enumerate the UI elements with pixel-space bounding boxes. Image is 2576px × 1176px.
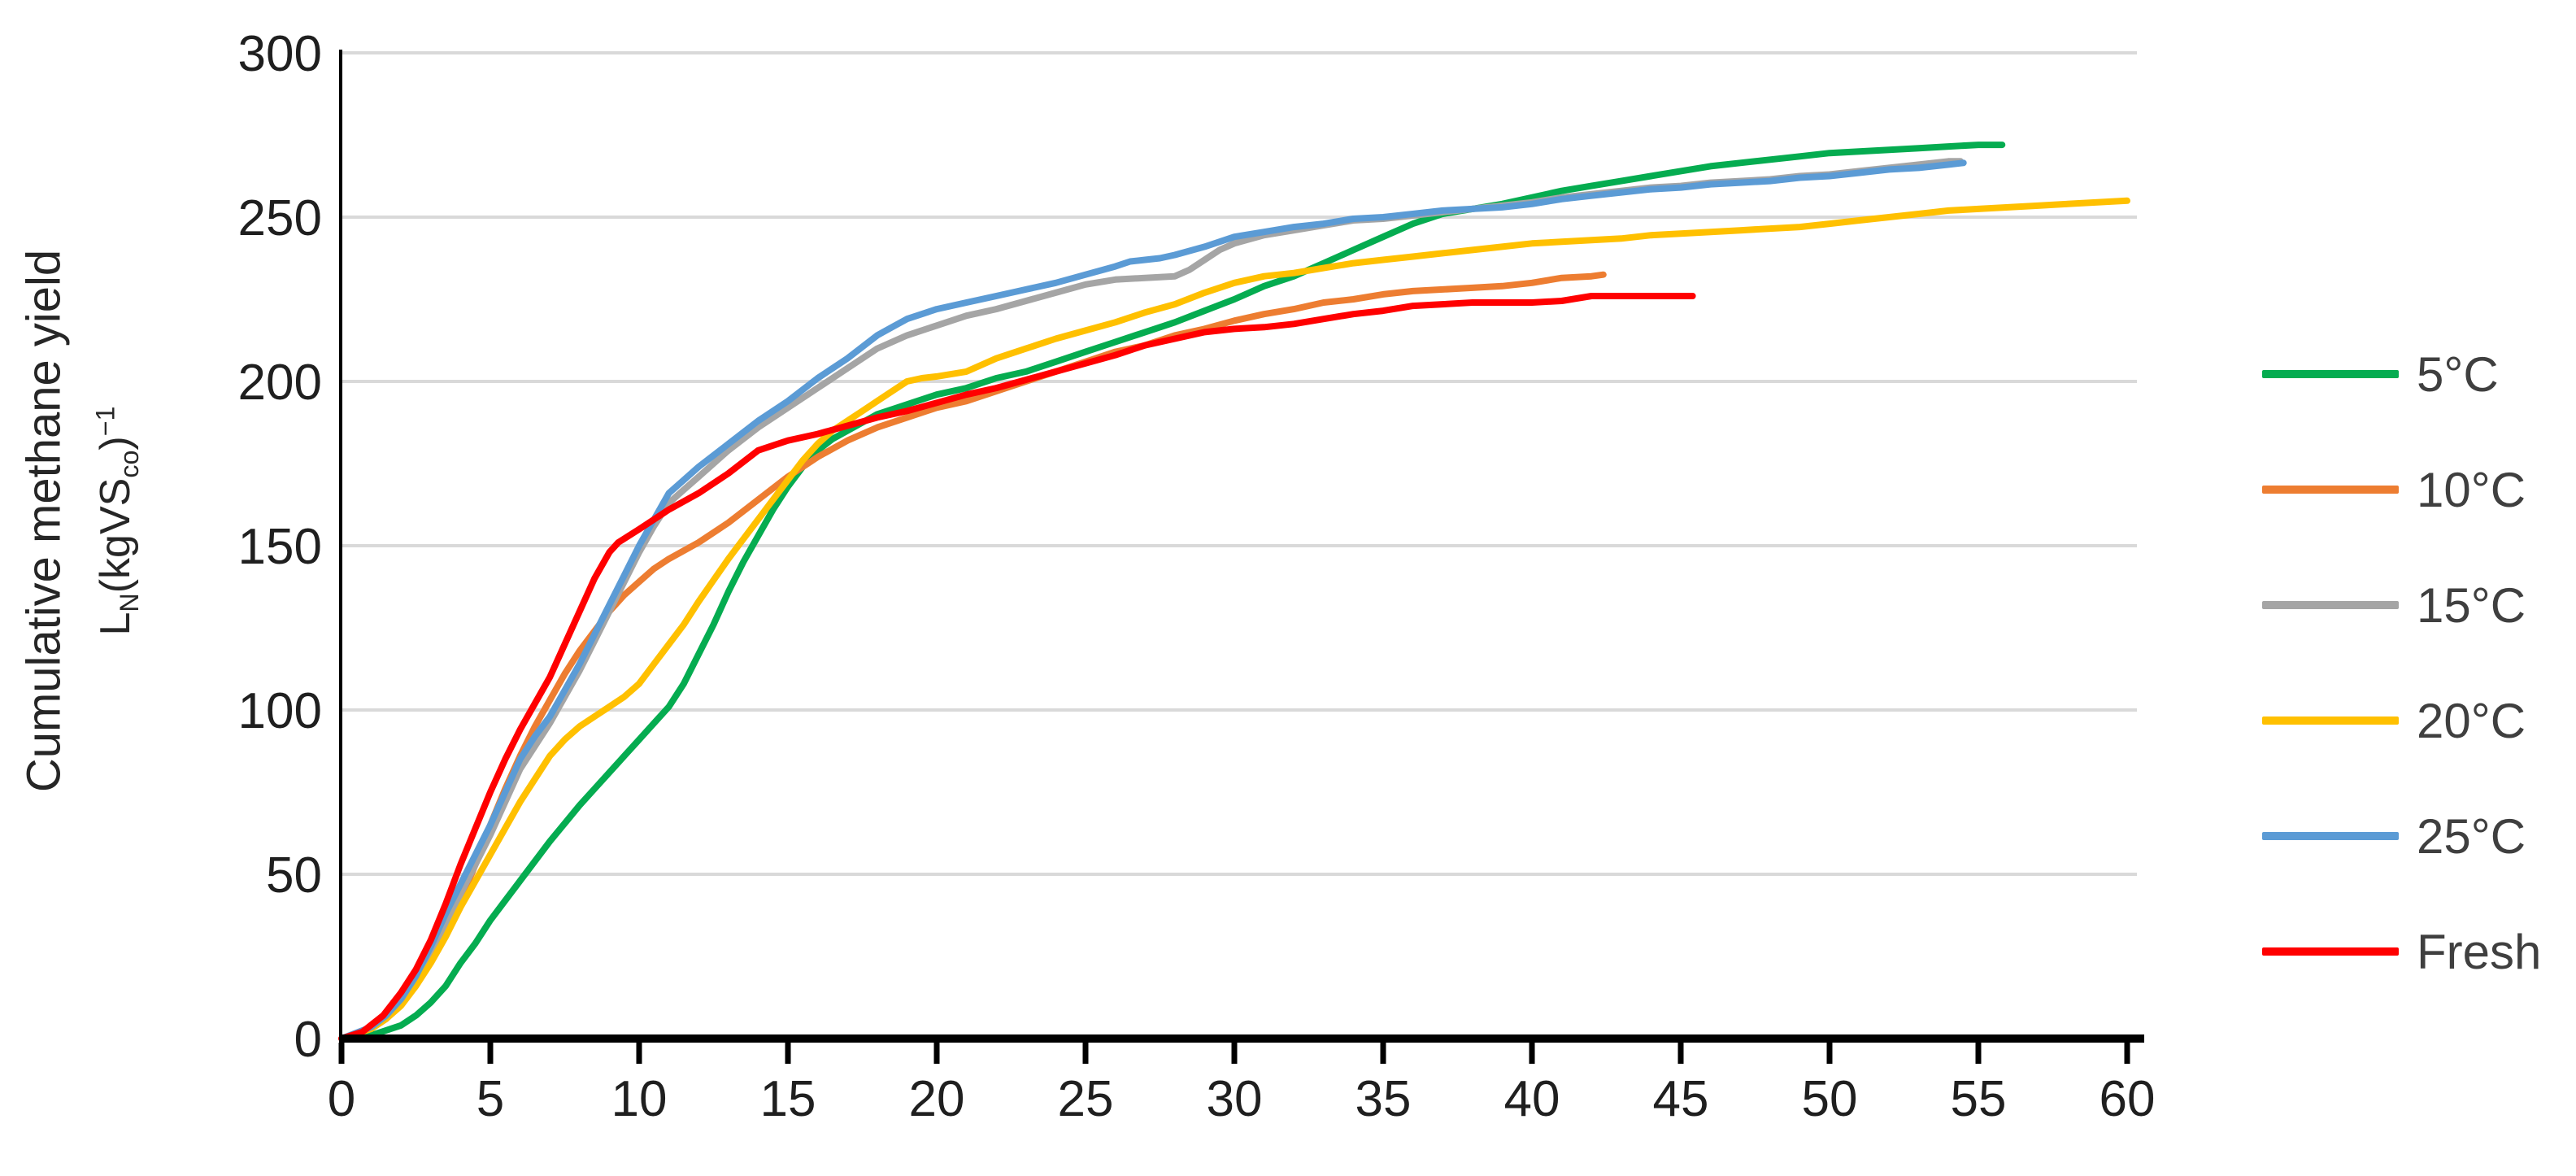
x-tick-30	[1231, 1043, 1238, 1064]
x-axis-line	[339, 1034, 2144, 1043]
legend-swatch-Fresh	[2262, 947, 2399, 956]
x-tick-label-20: 20	[909, 1071, 965, 1127]
legend-swatch-5°C	[2262, 370, 2399, 378]
legend-swatch-15°C	[2262, 601, 2399, 609]
y-tick-label-300: 300	[238, 26, 322, 82]
legend-item-Fresh: Fresh	[2262, 894, 2571, 1009]
legend-label-25°C: 25°C	[2417, 808, 2526, 864]
y-tick-label-200: 200	[238, 355, 322, 411]
x-tick-label-40: 40	[1504, 1071, 1560, 1127]
series-line-Fresh	[338, 293, 1696, 1042]
x-tick-label-60: 60	[2100, 1071, 2156, 1127]
y-tick-label-100: 100	[238, 683, 322, 739]
x-tick-label-15: 15	[760, 1071, 816, 1127]
x-tick-10	[636, 1043, 642, 1064]
legend-item-5°C: 5°C	[2262, 316, 2571, 432]
x-tick-45	[1677, 1043, 1684, 1064]
x-tick-label-25: 25	[1058, 1071, 1114, 1127]
x-tick-50	[1826, 1043, 1833, 1064]
x-tick-label-5: 5	[476, 1071, 504, 1127]
legend-item-25°C: 25°C	[2262, 778, 2571, 894]
series-line-20°C	[338, 197, 2130, 1042]
y-axis-line	[339, 50, 342, 1043]
x-tick-label-30: 30	[1207, 1071, 1263, 1127]
x-tick-label-35: 35	[1355, 1071, 1412, 1127]
x-tick-label-45: 45	[1653, 1071, 1709, 1127]
y-tick-label-0: 0	[294, 1012, 322, 1068]
x-tick-15	[785, 1043, 791, 1064]
y-tick-label-250: 250	[238, 190, 322, 246]
legend-item-10°C: 10°C	[2262, 432, 2571, 547]
x-tick-label-10: 10	[611, 1071, 668, 1127]
legend: 5°C 10°C 15°C 20°C 25°C Fresh	[2262, 316, 2571, 1009]
legend-label-15°C: 15°C	[2417, 577, 2526, 633]
x-tick-5	[487, 1043, 494, 1064]
series-line-25°C	[338, 159, 1967, 1042]
legend-label-10°C: 10°C	[2417, 462, 2526, 517]
legend-item-15°C: 15°C	[2262, 547, 2571, 663]
x-tick-60	[2124, 1043, 2130, 1064]
legend-swatch-10°C	[2262, 486, 2399, 494]
x-tick-label-0: 0	[328, 1071, 355, 1127]
legend-label-20°C: 20°C	[2417, 693, 2526, 748]
y-tick-label-50: 50	[266, 847, 322, 904]
x-tick-40	[1529, 1043, 1535, 1064]
y-tick-label-150: 150	[238, 519, 322, 575]
legend-label-5°C: 5°C	[2417, 346, 2499, 402]
x-tick-55	[1975, 1043, 1982, 1064]
x-tick-35	[1380, 1043, 1386, 1064]
x-tick-25	[1082, 1043, 1089, 1064]
series-line-5°C	[338, 142, 2006, 1042]
x-tick-label-55: 55	[1951, 1071, 2007, 1127]
legend-label-Fresh: Fresh	[2417, 924, 2542, 979]
legend-swatch-20°C	[2262, 716, 2399, 725]
x-tick-label-50: 50	[1802, 1071, 1858, 1127]
legend-item-20°C: 20°C	[2262, 663, 2571, 778]
x-tick-0	[338, 1043, 345, 1064]
x-tick-20	[933, 1043, 940, 1064]
legend-swatch-25°C	[2262, 832, 2399, 840]
